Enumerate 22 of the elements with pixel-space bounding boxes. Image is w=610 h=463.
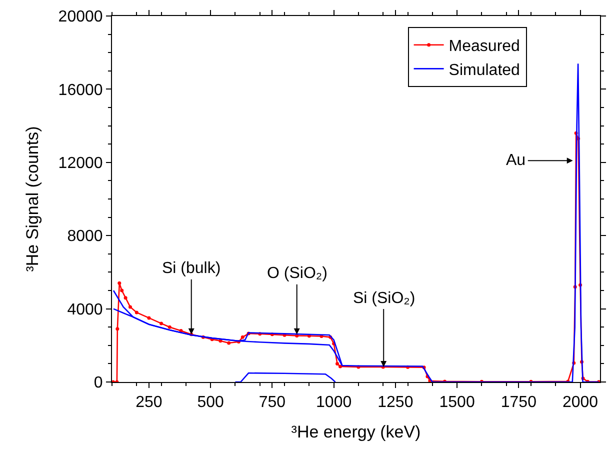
legend-label: Measured — [448, 38, 520, 56]
x-tick-label: 250 — [136, 394, 162, 412]
x-axis-title: ³He energy (keV) — [291, 422, 421, 442]
annotation: Si (bulk) — [162, 260, 221, 277]
legend-label: Simulated — [448, 62, 520, 79]
y-tick-label: 12000 — [58, 155, 103, 172]
y-tick-label: 20000 — [58, 8, 103, 26]
y-axis-title: ³He Signal (counts) — [22, 126, 42, 272]
annotation: O (SiO₂) — [267, 265, 328, 282]
x-tick-label: 2000 — [562, 394, 598, 412]
y-tick-label: 4000 — [67, 301, 103, 318]
y-tick-label: 16000 — [58, 82, 103, 99]
x-tick-label: 750 — [258, 394, 286, 412]
x-tick-label: 1500 — [439, 394, 475, 412]
y-tick-label: 0 — [94, 374, 103, 392]
x-tick-label: 500 — [197, 394, 224, 412]
x-tick-label: 1000 — [316, 394, 352, 412]
x-tick-label: 1750 — [500, 394, 537, 412]
annotation: Si (SiO₂) — [353, 290, 416, 307]
annotation: Au — [506, 152, 526, 169]
y-tick-label: 8000 — [67, 228, 103, 246]
x-tick-label: 1250 — [378, 394, 414, 412]
